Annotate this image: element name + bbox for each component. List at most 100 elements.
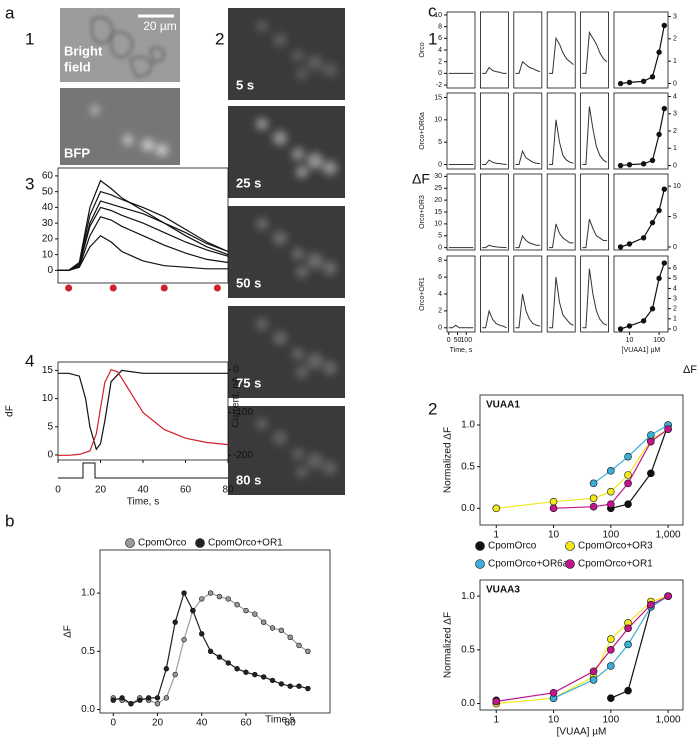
cell: [296, 266, 308, 278]
y-tick-label: 4: [438, 47, 442, 54]
x-tick-label: 40: [196, 718, 208, 729]
data-line: [610, 595, 669, 699]
y-tick-label: 2: [438, 59, 442, 66]
plot-frame: [479, 92, 509, 170]
y-tick-label: 3: [673, 111, 677, 118]
x-tick-label: 20: [95, 485, 107, 496]
frame-image: [228, 8, 345, 100]
data-point: [589, 494, 598, 503]
data-point: [626, 241, 633, 247]
y-tick-label: 1.0: [461, 591, 475, 602]
y-tick-label: -100: [233, 407, 253, 418]
x-tick-label: 0: [110, 718, 116, 729]
data-point: [549, 689, 558, 697]
x-tick-label: 1: [493, 715, 499, 726]
y-tick-label: 1.0: [81, 588, 95, 599]
data-line: [58, 190, 229, 271]
x-tick-label: 10: [548, 715, 560, 726]
data-line: [482, 159, 507, 165]
data-point: [234, 602, 240, 608]
cell: [323, 161, 337, 175]
data-point: [656, 49, 662, 55]
y-tick-label: 1: [673, 145, 677, 152]
y-tick-label: 60: [42, 171, 54, 182]
y-tick-label: 0: [438, 325, 442, 332]
cell: [323, 63, 337, 77]
frame-label: 25 s: [236, 175, 261, 190]
data-point: [640, 161, 647, 167]
x-tick-label: 100: [653, 337, 665, 344]
x-tick-label: 80: [222, 485, 234, 496]
cells: [256, 20, 337, 80]
x-tick-label: 1,000: [656, 715, 681, 726]
plot-frame: [546, 92, 576, 170]
data-point: [243, 607, 249, 614]
y-tick-label: 30: [434, 173, 442, 180]
plot-frame: [479, 579, 684, 711]
y-tick-label: 0.5: [461, 644, 475, 655]
y-tick-label: 15: [42, 365, 54, 376]
y-tick-label: 2: [438, 308, 442, 315]
y-tick-label: 0: [673, 162, 677, 169]
cell: [256, 218, 268, 230]
image-label: field: [64, 59, 91, 74]
cell: [307, 153, 323, 169]
y-tick-label: 5: [673, 213, 677, 220]
data-point: [199, 631, 205, 637]
data-point: [305, 685, 311, 692]
y-tick-label: 20: [434, 197, 442, 204]
plot-frame: [99, 549, 331, 714]
legend-label: CpomOrco: [138, 538, 187, 549]
data-point: [626, 79, 633, 86]
data-point: [626, 161, 633, 168]
x-tick-label: 100: [602, 715, 619, 726]
y2-axis-label: Current, pA: [231, 376, 242, 427]
scale-label: 20 µm: [143, 19, 177, 33]
plot-frame: [479, 255, 509, 333]
plot-frame: [57, 361, 229, 461]
data-point: [617, 80, 624, 87]
plot-frame: [546, 173, 576, 251]
data-line: [58, 369, 228, 451]
plot-frame: [479, 173, 509, 251]
data-line: [620, 108, 665, 167]
data-line: [582, 106, 608, 165]
plot-frame: [546, 255, 576, 333]
plot-frame: [57, 167, 229, 284]
data-point: [661, 105, 668, 112]
y-tick-label: 0.0: [461, 503, 475, 514]
plot-frame: [546, 11, 576, 89]
x-axis-label: Time, s: [127, 497, 159, 508]
cell: [296, 366, 308, 378]
frame-image: [228, 106, 345, 198]
data-point: [649, 74, 656, 80]
data-point: [589, 676, 598, 684]
y-tick-label: 10: [42, 249, 54, 260]
y-tick-label: 4: [673, 285, 677, 292]
chart-title: VUAA1: [486, 400, 520, 411]
legend-swatch: [475, 541, 485, 551]
y-tick-label: 40: [42, 202, 54, 213]
y-tick-label: 0: [47, 265, 53, 276]
data-line: [549, 277, 574, 329]
y-tick-label: 8: [438, 23, 442, 30]
data-line: [549, 223, 574, 249]
data-point: [649, 219, 656, 226]
data-line: [496, 428, 669, 509]
data-point: [617, 326, 624, 332]
frame-label: 50 s: [236, 275, 261, 290]
y-tick-label: 8: [438, 257, 442, 264]
y-tick-label: 25: [434, 185, 442, 192]
y-tick-label: 50: [42, 186, 54, 197]
cell: [296, 166, 308, 178]
y-axis-label: Normalized ΔF: [443, 612, 454, 678]
time-marker: [160, 284, 168, 292]
data-point: [278, 627, 285, 634]
legend-label: CpomOrco+OR1: [578, 559, 653, 570]
data-point: [640, 318, 647, 324]
cell: [292, 50, 304, 62]
cell: [256, 118, 268, 130]
data-point: [154, 700, 161, 707]
panel-label: 1: [25, 29, 34, 48]
data-line: [58, 368, 229, 456]
